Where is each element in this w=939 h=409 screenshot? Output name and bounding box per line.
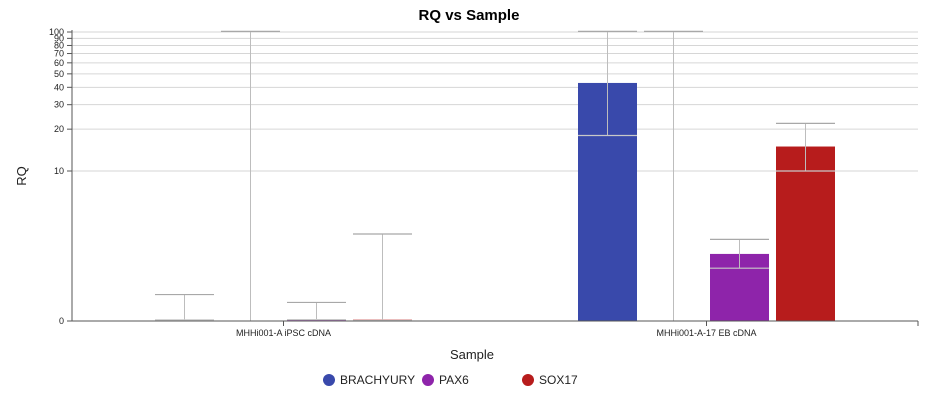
- bar-layer: [155, 82, 835, 322]
- y-tick-label: 90: [54, 33, 64, 43]
- legend-label: BRACHYURY: [340, 373, 415, 387]
- y-tick-label: 0: [59, 316, 64, 326]
- grid-lines: [72, 31, 918, 322]
- legend-marker: [422, 374, 434, 386]
- x-axis-label: Sample: [450, 347, 494, 362]
- x-tick-label: MHHi001-A-17 EB cDNA: [656, 328, 756, 338]
- y-tick-label: 10: [54, 166, 64, 176]
- y-tick-label: 100: [49, 27, 64, 37]
- y-tick-label: 50: [54, 69, 64, 79]
- y-tick-label: 40: [54, 82, 64, 92]
- y-tick-label: 80: [54, 40, 64, 50]
- chart-title: RQ vs Sample: [419, 7, 520, 24]
- y-axis-label: RQ: [14, 166, 29, 186]
- x-tick-label: MHHi001-A iPSC cDNA: [236, 328, 331, 338]
- legend-label: PAX6: [439, 373, 469, 387]
- legend-marker: [522, 374, 534, 386]
- y-tick-label: 30: [54, 100, 64, 110]
- y-tick-label: 20: [54, 124, 64, 134]
- bar: [287, 319, 346, 321]
- legend-marker: [323, 374, 335, 386]
- legend-label: SOX17: [539, 373, 578, 387]
- y-tick-label: 60: [54, 58, 64, 68]
- legend: BRACHYURY PAX6 SOX17: [323, 373, 578, 387]
- bar: [776, 146, 835, 321]
- y-tick-label: 70: [54, 49, 64, 59]
